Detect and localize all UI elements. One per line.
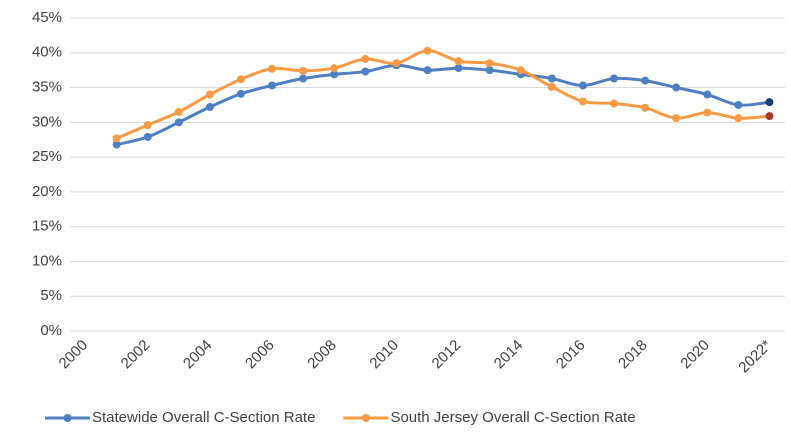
data-point [423,66,432,75]
x-tick-label: 2016 [553,337,589,373]
x-tick-label: 2012 [429,337,465,373]
x-tick-label: 2006 [242,337,278,373]
y-tick-label: 45% [32,9,62,26]
legend-label: South Jersey Overall C-Section Rate [390,409,635,426]
data-point [547,74,556,83]
data-point [299,74,308,83]
data-point [268,64,277,73]
data-point [330,64,339,73]
data-point [174,118,183,127]
data-point [734,114,743,123]
data-point [578,81,587,90]
data-point [454,57,463,66]
x-tick-label: 2002 [118,337,154,373]
x-tick-label: 2014 [491,337,527,373]
y-tick-label: 15% [32,218,62,235]
data-point [547,82,556,91]
series-line [116,49,770,140]
data-point [641,76,650,85]
data-point [112,140,121,149]
data-point [361,55,370,64]
data-point [641,103,650,112]
legend-label: Statewide Overall C-Section Rate [92,409,315,426]
data-point [485,59,494,68]
x-tick-label: 2004 [180,337,216,373]
y-tick-label: 40% [32,44,62,61]
data-point [672,83,681,92]
data-point [672,114,681,123]
data-point [174,107,183,116]
data-point [765,112,774,121]
data-point [423,46,432,55]
x-tick-label: 2008 [304,337,340,373]
x-tick-label: 2018 [615,337,651,373]
y-tick-label: 0% [40,322,62,339]
x-tick-label: 2010 [366,337,402,373]
data-point [578,97,587,106]
y-tick-label: 35% [32,79,62,96]
data-point [610,99,619,108]
series-line [116,63,770,147]
data-point [205,103,214,112]
data-point [143,132,152,141]
data-point [734,100,743,109]
y-tick-label: 25% [32,148,62,165]
data-point [765,98,774,107]
legend-marker [361,414,370,422]
data-point [299,66,308,75]
data-point [610,74,619,83]
data-point [112,134,121,143]
data-point [392,59,401,68]
legend-marker [63,414,72,422]
data-point [454,64,463,73]
data-point [205,90,214,99]
y-tick-label: 30% [32,113,62,130]
data-point [361,67,370,76]
x-tick-label: 2022* [735,337,775,377]
data-point [268,81,277,90]
y-tick-label: 20% [32,183,62,200]
data-point [330,70,339,79]
data-point [703,90,712,99]
data-point [236,89,245,98]
data-point [143,121,152,130]
x-tick-label: 2000 [56,337,92,373]
data-point [516,66,525,75]
data-point [485,66,494,75]
y-tick-label: 10% [32,252,62,269]
data-point [703,108,712,117]
y-tick-label: 5% [40,287,62,304]
x-tick-label: 2020 [677,337,713,373]
data-point [236,75,245,84]
